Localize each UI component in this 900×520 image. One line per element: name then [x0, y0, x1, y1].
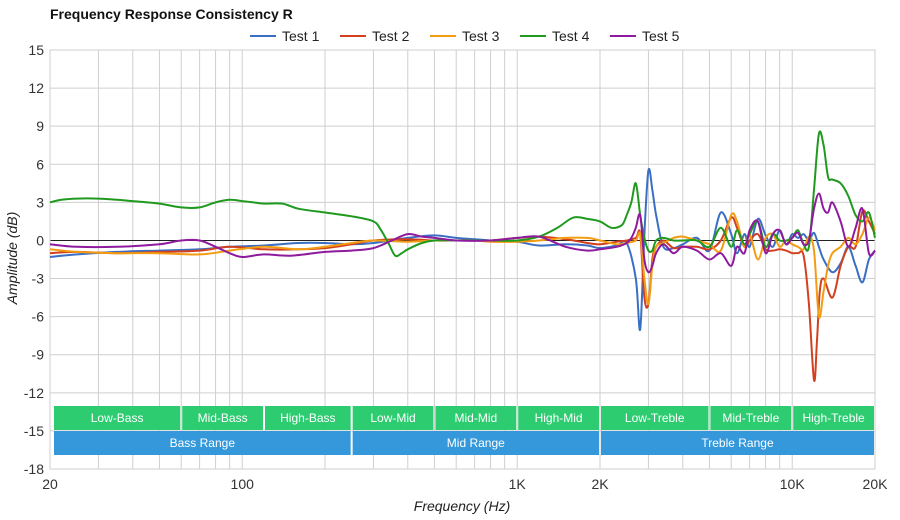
- band-label-low-mid: Low-Mid: [370, 411, 415, 425]
- chart-title: Frequency Response Consistency R: [50, 6, 293, 22]
- band-label-low-treble: Low-Treble: [625, 411, 685, 425]
- series-line-test-5: [49, 192, 876, 274]
- y-tick-label: -6: [32, 309, 45, 325]
- x-tick-label: 10K: [780, 476, 806, 492]
- band-mid-treble: [710, 406, 792, 430]
- y-tick-label: -12: [24, 385, 44, 401]
- y-tick-label: -9: [32, 347, 45, 363]
- y-tick-label: 12: [28, 80, 44, 96]
- band-label-high-bass: High-Bass: [280, 411, 335, 425]
- band-mid-mid: [435, 406, 517, 430]
- legend-label-test-1: Test 1: [282, 28, 320, 44]
- legend-label-test-4: Test 4: [552, 28, 590, 44]
- band-label-low-bass: Low-Bass: [91, 411, 144, 425]
- band-label-mid-bass: Mid-Bass: [198, 411, 248, 425]
- plot-border: [49, 49, 876, 470]
- band-bass-range: [54, 431, 351, 455]
- band-mid-bass: [182, 406, 263, 430]
- band-label-high-treble: High-Treble: [802, 411, 865, 425]
- band-label-treble-range: Treble Range: [701, 436, 774, 450]
- y-tick-label: 15: [28, 42, 44, 58]
- band-label-mid-mid: Mid-Mid: [454, 411, 497, 425]
- y-tick-label: 9: [36, 118, 44, 134]
- y-tick-label: -3: [32, 271, 45, 287]
- band-low-mid: [352, 406, 434, 430]
- frequency-bands: Low-Bass Mid-Bass High-Bass Low-Mid Mid-Mid H…: [54, 406, 874, 455]
- legend-label-test-5: Test 5: [642, 28, 680, 44]
- x-tick-label: 2K: [591, 476, 609, 492]
- y-tick-label: 6: [36, 156, 44, 172]
- band-label-mid-range: Mid Range: [447, 436, 505, 450]
- band-high-mid: [518, 406, 599, 430]
- x-tick-label: 1K: [509, 476, 527, 492]
- y-tick-label: -15: [24, 423, 44, 439]
- y-axis-label: Amplitude (dB): [4, 212, 20, 306]
- legend-label-test-3: Test 3: [462, 28, 500, 44]
- band-label-high-mid: High-Mid: [535, 411, 583, 425]
- series-lines: [49, 130, 876, 382]
- band-high-bass: [264, 406, 351, 430]
- band-high-treble: [793, 406, 874, 430]
- legend-label-test-2: Test 2: [372, 28, 410, 44]
- x-tick-label: 100: [231, 476, 255, 492]
- series-line-test-3: [49, 212, 876, 319]
- x-tick-label: 20: [42, 476, 58, 492]
- band-low-bass: [54, 406, 181, 430]
- band-mid-range: [352, 431, 599, 455]
- x-axis-label: Frequency (Hz): [414, 498, 510, 514]
- band-low-treble: [601, 406, 709, 430]
- band-label-bass-range: Bass Range: [170, 436, 236, 450]
- y-tick-label: -18: [24, 461, 44, 477]
- y-tick-label: 3: [36, 194, 44, 210]
- series-line-test-1: [49, 167, 876, 331]
- band-treble-range: [601, 431, 874, 455]
- x-tick-label: 20K: [863, 476, 889, 492]
- legend: Test 1 Test 2 Test 3 Test 4 Test 5: [250, 28, 680, 44]
- band-label-mid-treble: Mid-Treble: [722, 411, 779, 425]
- y-tick-label: 0: [36, 232, 44, 248]
- grid: [49, 49, 876, 470]
